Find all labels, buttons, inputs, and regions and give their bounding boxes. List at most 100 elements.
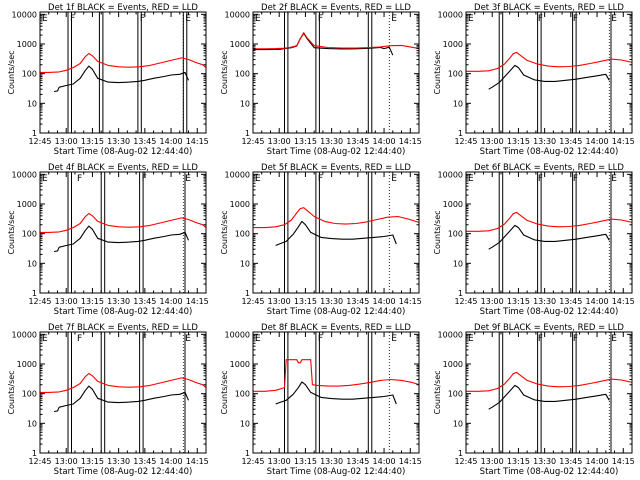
x-tick-label: 13:30 (320, 137, 343, 146)
y-tick-label: 10 (27, 99, 37, 108)
y-tick-label: 10000 (12, 10, 37, 19)
x-axis-label: Start Time (08-Aug-02 12:44:40) (480, 147, 619, 157)
plot-frame (39, 331, 207, 454)
y-tick-label: 10 (453, 419, 463, 428)
series-line-events (53, 65, 190, 93)
y-tick-label: 1 (458, 449, 463, 458)
x-tick-label: 13:45 (559, 297, 582, 306)
x-tick-label: 13:45 (346, 457, 369, 466)
y-tick-label: 1000 (17, 200, 37, 209)
series-line-lld (466, 371, 633, 392)
y-tick-label: 1 (245, 449, 250, 458)
plot-frame (252, 171, 420, 294)
detector-panel: 1 10 100 1000 10000 12:45 13:00 13:15 13:30 13:45… (7, 163, 209, 317)
marker-label-f: F (142, 334, 147, 344)
series-line-lld (466, 211, 633, 232)
x-tick-label: 14:00 (160, 137, 183, 146)
y-axis-label: Counts/sec (7, 210, 16, 254)
marker-label-e: E (185, 14, 191, 24)
x-tick-label: 13:15 (294, 297, 317, 306)
y-tick-label: 10 (240, 259, 250, 268)
x-tick-label: 14:15 (186, 297, 209, 306)
plot-frame (252, 331, 420, 454)
x-tick-label: 14:15 (399, 137, 422, 146)
x-tick-label: 14:00 (586, 457, 609, 466)
x-tick-label: 14:15 (186, 457, 209, 466)
marker-label-e: E (468, 174, 474, 184)
series-line-events (53, 385, 190, 413)
marker-label-f: F (573, 334, 578, 344)
panel-title: Det 1f BLACK = Events, RED = LLD (48, 3, 198, 13)
x-tick-label: 13:30 (320, 297, 343, 306)
marker-label-e: E (391, 334, 397, 344)
y-axis-label: Counts/sec (433, 50, 442, 94)
detector-panel: 1 10 100 1000 10000 12:45 13:00 13:15 13:30 13:45… (220, 323, 422, 477)
series-line-lld (40, 212, 207, 233)
x-tick-label: 13:15 (507, 297, 530, 306)
y-tick-label: 1 (32, 449, 37, 458)
x-tick-label: 12:45 (454, 297, 477, 306)
y-tick-label: 10000 (438, 330, 463, 339)
y-tick-label: 10 (240, 419, 250, 428)
plot-frame (465, 171, 633, 294)
x-tick-label: 13:30 (533, 297, 556, 306)
y-tick-label: 1000 (17, 360, 37, 369)
marker-label-e: E (185, 174, 191, 184)
y-tick-label: 100 (448, 70, 463, 79)
marker-label-e: E (42, 14, 48, 24)
x-tick-label: 12:45 (28, 457, 51, 466)
y-axis-label: Counts/sec (433, 210, 442, 254)
x-tick-label: 13:15 (507, 457, 530, 466)
x-tick-label: 13:45 (559, 137, 582, 146)
y-tick-label: 100 (235, 70, 250, 79)
y-tick-label: 100 (22, 230, 37, 239)
plot-frame (465, 331, 633, 454)
x-tick-label: 13:45 (133, 137, 156, 146)
x-axis-label: Start Time (08-Aug-02 12:44:40) (54, 467, 193, 477)
y-tick-label: 1000 (443, 200, 463, 209)
x-tick-label: 14:15 (612, 137, 635, 146)
x-tick-label: 13:00 (268, 297, 291, 306)
x-tick-label: 14:15 (186, 137, 209, 146)
panel-title: Det 6f BLACK = Events, RED = LLD (474, 163, 624, 173)
x-tick-label: 13:45 (133, 297, 156, 306)
x-tick-label: 13:15 (81, 297, 104, 306)
series-line-events (488, 384, 610, 410)
y-axis-label: Counts/sec (220, 50, 229, 94)
detector-panel: 1 10 100 1000 10000 12:45 13:00 13:15 13:30 13:45… (433, 323, 635, 477)
x-axis-label: Start Time (08-Aug-02 12:44:40) (480, 467, 619, 477)
marker-label-f: F (538, 334, 543, 344)
x-tick-label: 14:00 (373, 457, 396, 466)
y-tick-label: 1 (32, 129, 37, 138)
y-tick-label: 1 (245, 129, 250, 138)
x-tick-label: 14:15 (612, 457, 635, 466)
x-tick-label: 14:15 (399, 297, 422, 306)
marker-label-e: E (42, 334, 48, 344)
detector-panel: 1 10 100 1000 10000 12:45 13:00 13:15 13:30 13:45… (7, 323, 209, 477)
x-tick-label: 13:45 (559, 457, 582, 466)
x-axis-label: Start Time (08-Aug-02 12:44:40) (267, 307, 406, 317)
x-tick-label: 13:00 (481, 137, 504, 146)
x-tick-label: 13:45 (346, 297, 369, 306)
detector-panel: 1 10 100 1000 10000 12:45 13:00 13:15 13:30 13:45… (433, 3, 635, 157)
y-tick-label: 10000 (438, 10, 463, 19)
x-tick-label: 13:15 (294, 457, 317, 466)
x-tick-label: 13:00 (268, 457, 291, 466)
x-tick-label: 13:15 (294, 137, 317, 146)
y-tick-label: 100 (22, 70, 37, 79)
plot-frame (39, 11, 207, 134)
x-tick-label: 14:00 (586, 137, 609, 146)
x-axis-label: Start Time (08-Aug-02 12:44:40) (267, 147, 406, 157)
y-tick-label: 1 (32, 289, 37, 298)
panel-title: Det 5f BLACK = Events, RED = LLD (261, 163, 411, 173)
x-tick-label: 13:30 (320, 457, 343, 466)
marker-label-f: F (573, 174, 578, 184)
x-axis-label: Start Time (08-Aug-02 12:44:40) (267, 467, 406, 477)
x-tick-label: 13:00 (55, 137, 78, 146)
x-axis-label: Start Time (08-Aug-02 12:44:40) (480, 307, 619, 317)
marker-label-f: F (538, 174, 543, 184)
y-axis-label: Counts/sec (220, 370, 229, 414)
x-tick-label: 13:30 (107, 297, 130, 306)
x-tick-label: 13:00 (268, 137, 291, 146)
plot-frame (252, 11, 420, 134)
